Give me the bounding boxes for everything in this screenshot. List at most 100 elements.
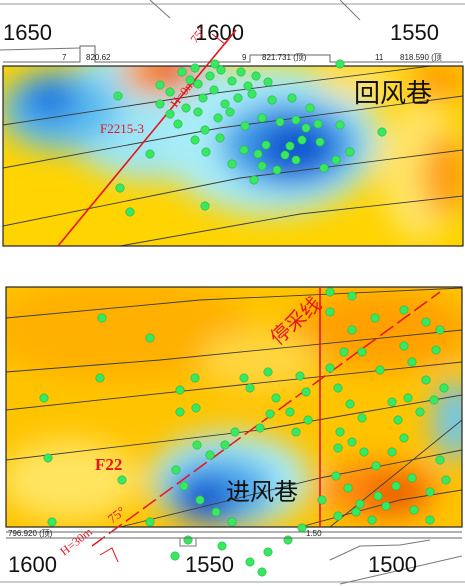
- monitoring-point: [425, 487, 435, 497]
- monitoring-point: [198, 93, 208, 103]
- monitoring-point: [295, 371, 305, 381]
- top-roadway-label: 回风巷: [354, 79, 432, 109]
- monitoring-point: [230, 427, 240, 437]
- monitoring-point: [192, 440, 202, 450]
- top-fault-dip-arrow: [211, 29, 237, 45]
- monitoring-point: [243, 81, 253, 91]
- top-survey-label-2: 820.62: [86, 53, 111, 62]
- monitoring-point: [357, 347, 367, 357]
- monitoring-point: [357, 413, 367, 423]
- monitoring-point: [145, 333, 155, 343]
- monitoring-point: [431, 345, 441, 355]
- monitoring-point: [319, 163, 329, 173]
- monitoring-point: [239, 373, 249, 383]
- top-heat-field: [3, 66, 463, 246]
- monitoring-point: [291, 427, 301, 437]
- monitoring-point: [367, 515, 377, 525]
- top-fault-label: F2215-3: [100, 121, 144, 136]
- monitoring-point: [43, 453, 53, 463]
- monitoring-point: [190, 63, 200, 73]
- monitoring-point: [331, 155, 341, 165]
- monitoring-point: [225, 107, 235, 117]
- monitoring-point: [347, 437, 357, 447]
- top-axis-label-left: 1650: [3, 20, 52, 45]
- monitoring-point: [285, 407, 295, 417]
- monitoring-point: [200, 201, 210, 211]
- monitoring-point: [191, 403, 201, 413]
- monitoring-point: [211, 507, 221, 517]
- monitoring-point: [435, 455, 445, 465]
- monitoring-point: [425, 515, 435, 525]
- monitoring-point: [265, 409, 275, 419]
- monitoring-point: [175, 385, 185, 395]
- monitoring-point: [403, 393, 413, 403]
- bottom-fault-label: F22: [95, 455, 122, 474]
- monitoring-point: [209, 85, 219, 95]
- monitoring-point: [351, 507, 361, 517]
- monitoring-point: [391, 481, 401, 491]
- monitoring-point: [441, 475, 451, 485]
- monitoring-point: [280, 150, 290, 160]
- monitoring-point: [247, 89, 257, 99]
- monitoring-point: [343, 483, 353, 493]
- monitoring-point: [291, 115, 301, 125]
- monitoring-point: [190, 135, 200, 145]
- monitoring-point: [371, 461, 381, 471]
- monitoring-point: [227, 76, 237, 86]
- monitoring-point: [170, 551, 180, 561]
- monitoring-point: [347, 325, 357, 335]
- top-monitoring-points: [113, 59, 387, 217]
- monitoring-point: [227, 159, 237, 169]
- monitoring-point: [263, 77, 273, 87]
- monitoring-point: [421, 317, 431, 327]
- monitoring-point: [155, 99, 165, 109]
- monitoring-point: [240, 121, 250, 131]
- top-axis-label-middle: 1600: [195, 20, 244, 45]
- monitoring-point: [113, 91, 123, 101]
- monitoring-point: [275, 117, 285, 127]
- monitoring-point: [255, 423, 265, 433]
- top-axis-label-right: 1550: [390, 20, 439, 45]
- monitoring-point: [387, 447, 397, 457]
- top-survey-label-4: 821.731 (顶): [262, 53, 307, 62]
- monitoring-point: [261, 140, 271, 150]
- monitoring-point: [381, 501, 391, 511]
- monitoring-point: [115, 183, 125, 193]
- monitoring-point: [263, 367, 273, 377]
- monitoring-point: [200, 125, 210, 135]
- monitoring-point: [165, 109, 175, 119]
- monitoring-point: [233, 93, 243, 103]
- monitoring-point: [217, 541, 227, 551]
- monitoring-point: [193, 79, 203, 89]
- monitoring-point: [47, 517, 57, 527]
- monitoring-point: [185, 75, 195, 85]
- monitoring-point: [220, 99, 230, 109]
- monitoring-point: [190, 373, 200, 383]
- monitoring-point: [315, 137, 325, 147]
- monitoring-point: [245, 557, 255, 567]
- monitoring-point: [333, 443, 343, 453]
- monitoring-point: [177, 67, 187, 77]
- monitoring-point: [345, 147, 355, 157]
- monitoring-point: [210, 59, 220, 69]
- top-survey-label-5: 11: [375, 53, 384, 62]
- monitoring-point: [301, 123, 311, 133]
- monitoring-point: [393, 415, 403, 425]
- monitoring-point: [373, 491, 383, 501]
- bottom-roadway-label: 进风巷: [226, 478, 298, 506]
- monitoring-point: [297, 523, 307, 533]
- bottom-axis-label-left: 1600: [8, 552, 57, 577]
- monitoring-point: [155, 80, 165, 90]
- monitoring-point: [301, 387, 311, 397]
- monitoring-point: [409, 505, 419, 515]
- monitoring-point: [97, 313, 107, 323]
- monitoring-point: [257, 113, 267, 123]
- monitoring-point: [215, 133, 225, 143]
- monitoring-point: [375, 365, 385, 375]
- top-map-header-strip: [0, 0, 465, 63]
- monitoring-point: [359, 447, 369, 457]
- monitoring-point: [399, 305, 409, 315]
- bottom-heat-field: [6, 287, 462, 527]
- bottom-monitoring-points: [39, 287, 451, 577]
- bottom-dip-label: H=30m: [57, 524, 95, 558]
